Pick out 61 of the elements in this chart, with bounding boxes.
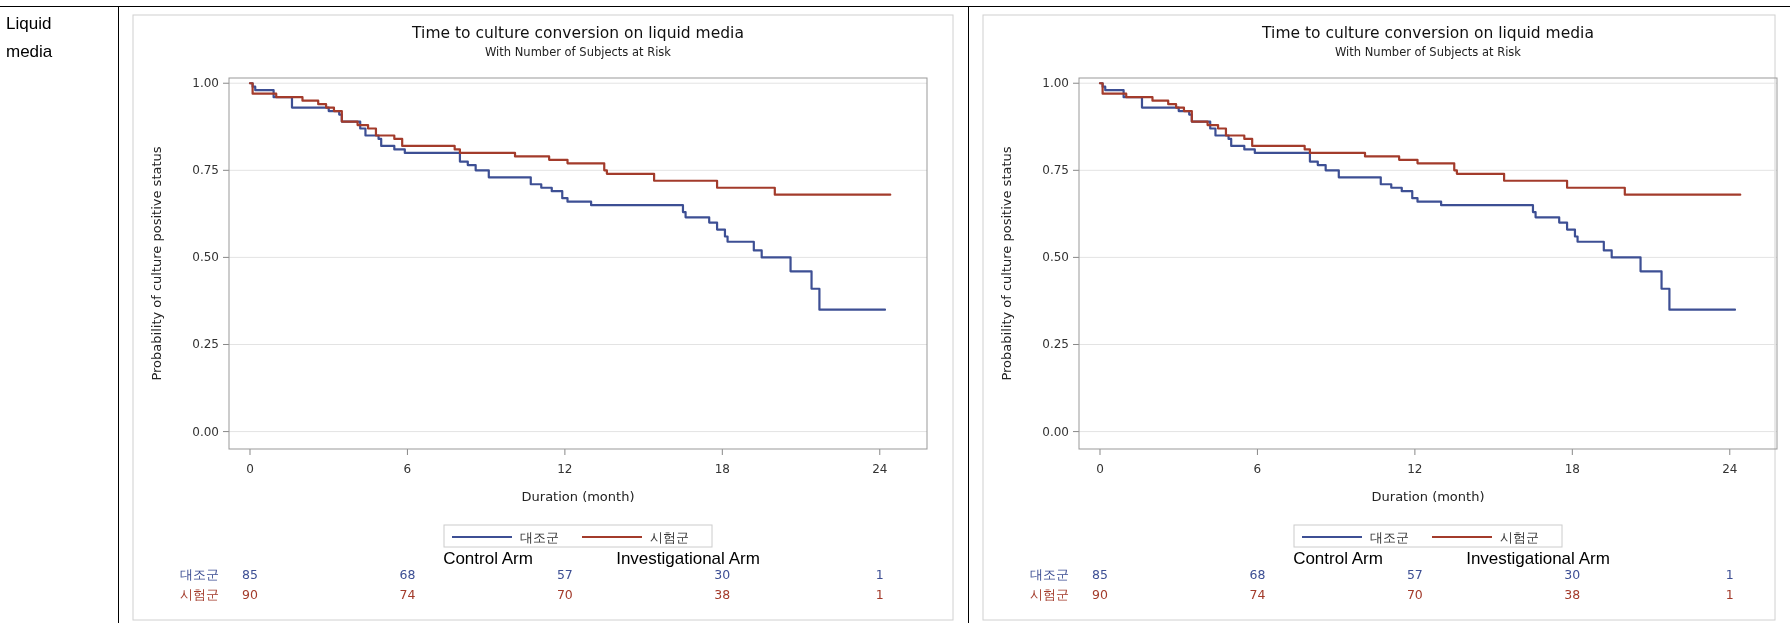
- text: 대조군: [1030, 567, 1069, 582]
- chart-subtitle: With Number of Subjects at Risk: [1334, 45, 1522, 59]
- x-axis-title: Duration (month): [521, 489, 635, 504]
- text: 85: [1092, 567, 1108, 582]
- x-tick-label: 12: [1407, 462, 1423, 476]
- text: 68: [1249, 567, 1266, 582]
- text: 90: [1092, 587, 1108, 602]
- text: 74: [1249, 587, 1266, 602]
- y-axis-title: Probability of culture positive status: [149, 146, 164, 381]
- text: Investigational Arm: [616, 549, 760, 568]
- legend-label: 대조군: [520, 530, 559, 545]
- chart-subtitle: With Number of Subjects at Risk: [484, 45, 672, 59]
- x-tick-label: 0: [246, 462, 254, 476]
- text: 1: [875, 587, 884, 602]
- x-tick-label: 0: [1096, 462, 1104, 476]
- y-tick-label: 0.75: [192, 163, 219, 178]
- x-tick-label: 18: [714, 462, 730, 476]
- y-tick-label: 0.00: [1042, 424, 1069, 439]
- x-tick-label: 24: [1722, 462, 1738, 476]
- x-tick-label: 24: [872, 462, 888, 476]
- text: 70: [556, 587, 573, 602]
- y-tick-label: 0.00: [192, 424, 219, 439]
- y-tick-label: 1.00: [192, 76, 219, 91]
- text: 1: [875, 567, 884, 582]
- text: 38: [1564, 587, 1581, 602]
- x-axis-title: Duration (month): [1371, 489, 1485, 504]
- text: 대조군: [180, 567, 219, 582]
- chart-title: Time to culture conversion on liquid media: [411, 24, 744, 42]
- text: 시험군: [180, 587, 219, 602]
- y-tick-label: 0.25: [1042, 337, 1069, 352]
- chart-title: Time to culture conversion on liquid media: [1261, 24, 1594, 42]
- text: 30: [1564, 567, 1581, 582]
- text: Investigational Arm: [1466, 549, 1610, 568]
- text: 시험군: [1030, 587, 1069, 602]
- text: 85: [242, 567, 258, 582]
- text: 90: [242, 587, 258, 602]
- text: Liquid media: [6, 13, 54, 63]
- legend-label: 대조군: [1370, 530, 1409, 545]
- text: 70: [1406, 587, 1423, 602]
- text: 38: [714, 587, 731, 602]
- x-tick-label: 18: [1564, 462, 1580, 476]
- legend-label: 시험군: [1500, 530, 1539, 545]
- text: 74: [399, 587, 416, 602]
- text: 30: [714, 567, 731, 582]
- y-tick-label: 0.75: [1042, 163, 1069, 178]
- y-tick-label: 0.50: [192, 250, 219, 265]
- y-tick-label: 0.50: [1042, 250, 1069, 265]
- y-tick-label: 0.25: [192, 337, 219, 352]
- text: 1: [1725, 587, 1734, 602]
- text: 57: [1406, 567, 1423, 582]
- text: 1: [1725, 567, 1734, 582]
- y-axis-title: Probability of culture positive status: [999, 146, 1014, 381]
- text: Control Arm: [443, 549, 533, 568]
- x-tick-label: 12: [557, 462, 573, 476]
- text: 57: [556, 567, 573, 582]
- text: Control Arm: [1293, 549, 1383, 568]
- x-tick-label: 6: [1253, 462, 1262, 476]
- y-tick-label: 1.00: [1042, 76, 1069, 91]
- legend-label: 시험군: [650, 530, 689, 545]
- x-tick-label: 6: [403, 462, 412, 476]
- text: 68: [399, 567, 416, 582]
